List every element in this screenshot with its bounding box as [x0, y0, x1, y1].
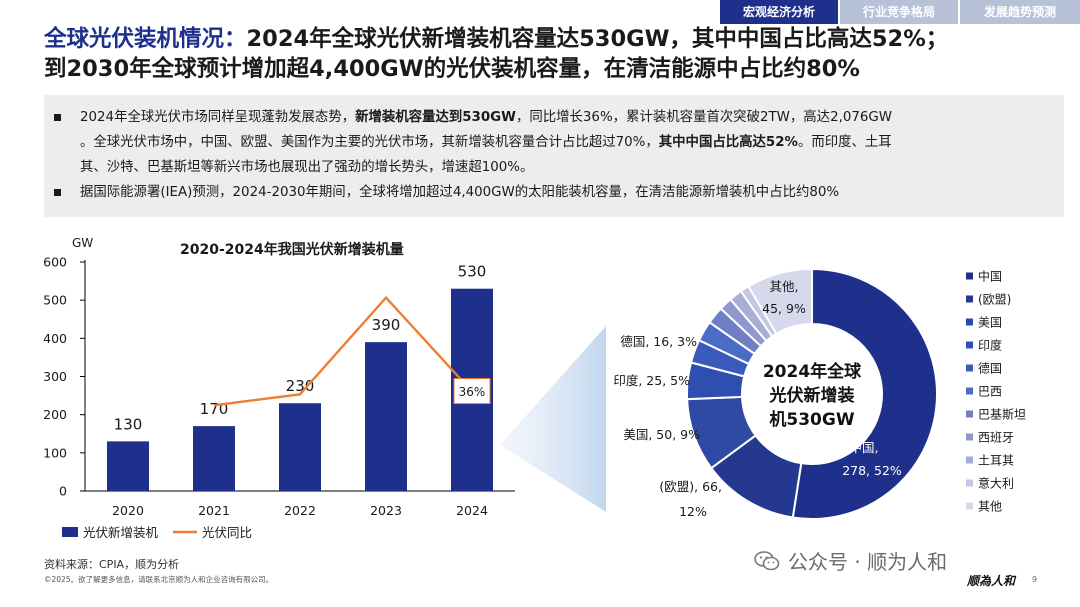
watermark-text: 公众号 · 顺为人和: [788, 550, 948, 574]
legend-label: 其他: [978, 500, 1002, 514]
brand-logo: 顺為人和: [967, 574, 1016, 588]
source-note: 资料来源：CPIA，顺为分析: [44, 558, 180, 571]
bullet1-bold-b: 其中中国占比高达52%: [658, 135, 798, 150]
legend-label: 西班牙: [978, 431, 1014, 445]
bullet2-text: 据国际能源署(IEA)预测，2024-2030年期间，全球将增加超过4,400G…: [80, 185, 840, 200]
bar-value-label: 230: [286, 377, 315, 395]
bullet-marker: [54, 189, 61, 196]
legend-swatch: [966, 410, 973, 418]
donut-slice-label: 德国, 16, 3%: [620, 334, 697, 349]
bullet1-text-b: ，同比增长36%，累计装机容量首次突破2TW，高达2,076GW: [515, 110, 893, 125]
bar-chart: 2020-2024年我国光伏新增装机量 GW 0 100 200 300 400 500 600…: [43, 236, 515, 540]
bar-value-label: 530: [458, 263, 487, 281]
legend-label: (欧盟): [978, 293, 1011, 307]
legend-swatch: [966, 295, 973, 303]
bullet1-text-c: 。全球光伏市场中，中国、欧盟、美国作为主要的光伏市场，其新增装机容量合计占比超过…: [80, 135, 659, 150]
title-line2: 到2030年全球预计增加超4,400GW的光伏装机容量，在清洁能源中占比约80%: [44, 56, 860, 82]
legend-label: 土耳其: [978, 454, 1014, 468]
page-number: 9: [1032, 575, 1038, 584]
x-tick-label: 2024: [456, 503, 488, 518]
bar: [365, 342, 407, 491]
x-tick-label: 2021: [198, 503, 230, 518]
donut-slice-label: 12%: [679, 504, 707, 519]
bar: [193, 426, 235, 491]
legend-label: 美国: [978, 316, 1002, 330]
summary-box: 2024年全球光伏市场同样呈现蓬勃发展态势，新增装机容量达到530GW，同比增长…: [44, 95, 1064, 217]
copyright-note: ©2025。欲了解更多信息，请联系北京顺为人和企业咨询有限公司。: [44, 575, 274, 584]
chart-connector: [500, 326, 606, 512]
connector-band: [500, 326, 606, 512]
donut-center-text: 机530GW: [769, 409, 854, 430]
x-tick-label: 2022: [284, 503, 316, 518]
y-tick-label: 100: [43, 445, 67, 460]
growth-value-label: 36%: [459, 385, 486, 399]
y-tick-label: 500: [43, 293, 67, 308]
donut-slice-label: 45, 9%: [762, 301, 806, 316]
title-line1: 2024年全球光伏新增装机容量达530GW，其中中国占比高达52%；: [246, 26, 949, 52]
legend-label-line: 光伏同比: [202, 525, 252, 540]
wechat-icon: [754, 550, 780, 570]
y-tick-label: 400: [43, 331, 67, 346]
page-title: 全球光伏装机情况：2024年全球光伏新增装机容量达530GW，其中中国占比高达5…: [44, 24, 1054, 84]
growth-label-box: [453, 378, 491, 405]
donut-center-text: 光伏新增装: [769, 385, 855, 406]
bar: [107, 441, 149, 491]
summary-bullet-1: 2024年全球光伏市场同样呈现蓬勃发展态势，新增装机容量达到530GW，同比增长…: [54, 105, 1054, 180]
legend-swatch: [966, 387, 973, 395]
donut-slice: [791, 267, 938, 520]
legend-label-bars: 光伏新增装机: [83, 525, 159, 540]
legend-swatch: [966, 341, 973, 349]
tab-macro-economy[interactable]: 宏观经济分析: [720, 0, 838, 24]
watermark: 公众号 · 顺为人和: [754, 546, 947, 575]
bullet1-text-e: 其、沙特、巴基斯坦等新兴市场也展现出了强劲的增长势头，增速超100%。: [80, 160, 534, 175]
bar-value-label: 130: [114, 415, 143, 433]
legend-label: 印度: [978, 338, 1002, 353]
bar: [279, 403, 321, 491]
title-highlight: 全球光伏装机情况：: [44, 26, 247, 52]
donut-slice-label: 278, 52%: [842, 463, 902, 478]
legend-label: 德国: [978, 361, 1002, 376]
donut-slice-label: 中国,: [850, 440, 879, 455]
legend-swatch: [966, 433, 973, 441]
legend-swatch: [966, 502, 973, 510]
legend-swatch: [966, 318, 973, 326]
bar-value-label: 170: [200, 400, 229, 418]
bullet1-bold-a: 新增装机容量达到530GW: [355, 110, 516, 125]
bullet1-text-d: 。而印度、土耳: [797, 135, 892, 150]
x-tick-label: 2023: [370, 503, 402, 518]
growth-line: [213, 295, 473, 407]
section-tabs: 宏观经济分析 行业竞争格局 发展趋势预测: [718, 0, 1080, 24]
donut-center-text: 2024年全球: [763, 361, 862, 382]
bullet-marker: [54, 114, 61, 121]
tab-industry-competition[interactable]: 行业竞争格局: [840, 0, 958, 24]
bullet1-text-a: 2024年全球光伏市场同样呈现蓬勃发展态势，: [80, 110, 356, 125]
legend-swatch: [966, 479, 973, 487]
y-tick-label: 300: [43, 369, 67, 384]
legend-swatch: [966, 364, 973, 372]
y-tick-label: 0: [59, 484, 67, 499]
legend-swatch: [966, 456, 973, 464]
legend-label: 中国: [978, 269, 1002, 284]
donut-slice-label: 美国, 50, 9%: [623, 427, 700, 442]
legend-swatch: [966, 272, 973, 280]
legend-swatch-bars: [62, 527, 78, 537]
donut-slice: [747, 267, 813, 336]
bar-value-label: 390: [372, 316, 401, 334]
legend-label: 意大利: [978, 476, 1014, 491]
legend-label: 巴基斯坦: [978, 408, 1026, 422]
donut-slice-label: 印度, 25, 5%: [613, 373, 690, 388]
y-axis-unit: GW: [72, 236, 93, 250]
y-tick-label: 600: [43, 255, 67, 270]
donut-slice-label: (欧盟), 66,: [659, 479, 722, 494]
summary-bullet-2: 据国际能源署(IEA)预测，2024-2030年期间，全球将增加超过4,400G…: [54, 180, 1054, 205]
chart-title: 2020-2024年我国光伏新增装机量: [180, 241, 404, 258]
y-tick-label: 200: [43, 407, 67, 422]
tab-development-trend[interactable]: 发展趋势预测: [960, 0, 1080, 24]
donut-slice-label: 其他,: [770, 279, 799, 294]
legend-label: 巴西: [978, 385, 1002, 399]
x-tick-label: 2020: [112, 503, 144, 518]
